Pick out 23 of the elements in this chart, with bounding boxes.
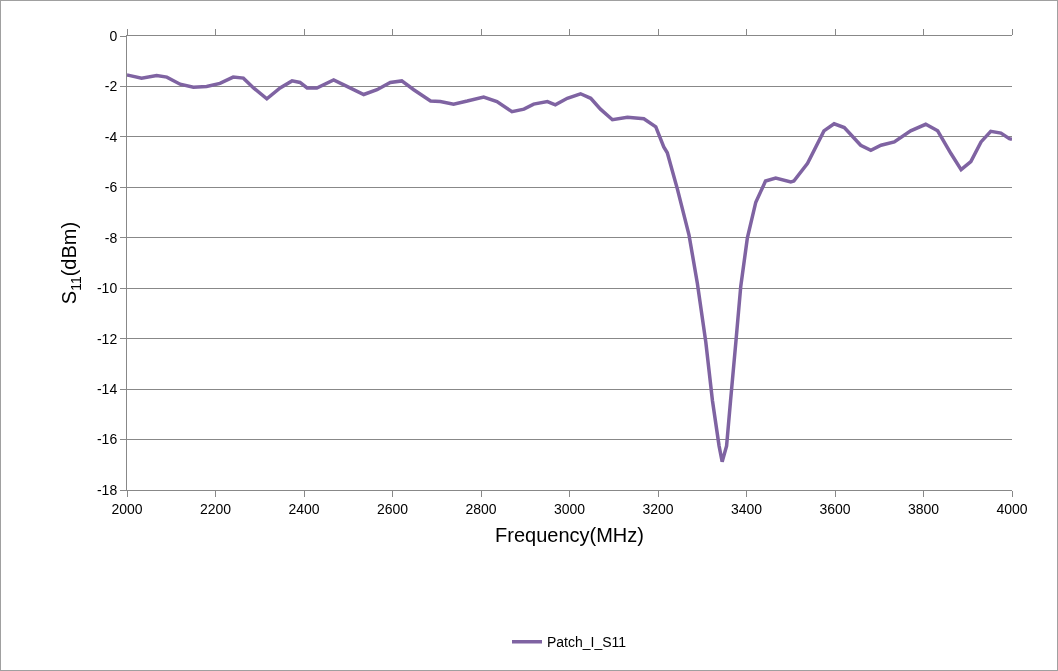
x-tick-label: 3200: [642, 500, 674, 517]
y-tick-label: -10: [96, 280, 118, 297]
x-tick-label: 3800: [907, 500, 940, 517]
x-tick-label: 3400: [730, 500, 763, 517]
x-tick-label: 3000: [553, 500, 586, 517]
legend-label: Patch_I_S11: [547, 634, 627, 651]
y-tick-label: -2: [104, 78, 118, 95]
x-tick-label: 4000: [996, 500, 1028, 517]
x-tick-label: 2800: [465, 500, 497, 517]
y-tick-label: -16: [96, 431, 118, 448]
y-tick-label: -12: [96, 330, 118, 347]
y-tick-label: -18: [96, 481, 118, 498]
x-tick-label: 2400: [288, 500, 320, 517]
y-tick-label: -8: [104, 229, 118, 246]
x-tick-label: 2600: [376, 500, 409, 517]
y-tick-label: -4: [104, 128, 118, 145]
y-tick-label: -14: [96, 381, 118, 398]
x-tick-label: 2000: [111, 500, 143, 517]
x-tick-label: 3600: [819, 500, 851, 517]
x-tick-label: 2200: [199, 500, 232, 517]
y-tick-label: 0: [109, 27, 118, 44]
x-axis-title: Frequency(MHz): [495, 524, 644, 547]
y-tick-label: -6: [104, 179, 118, 196]
